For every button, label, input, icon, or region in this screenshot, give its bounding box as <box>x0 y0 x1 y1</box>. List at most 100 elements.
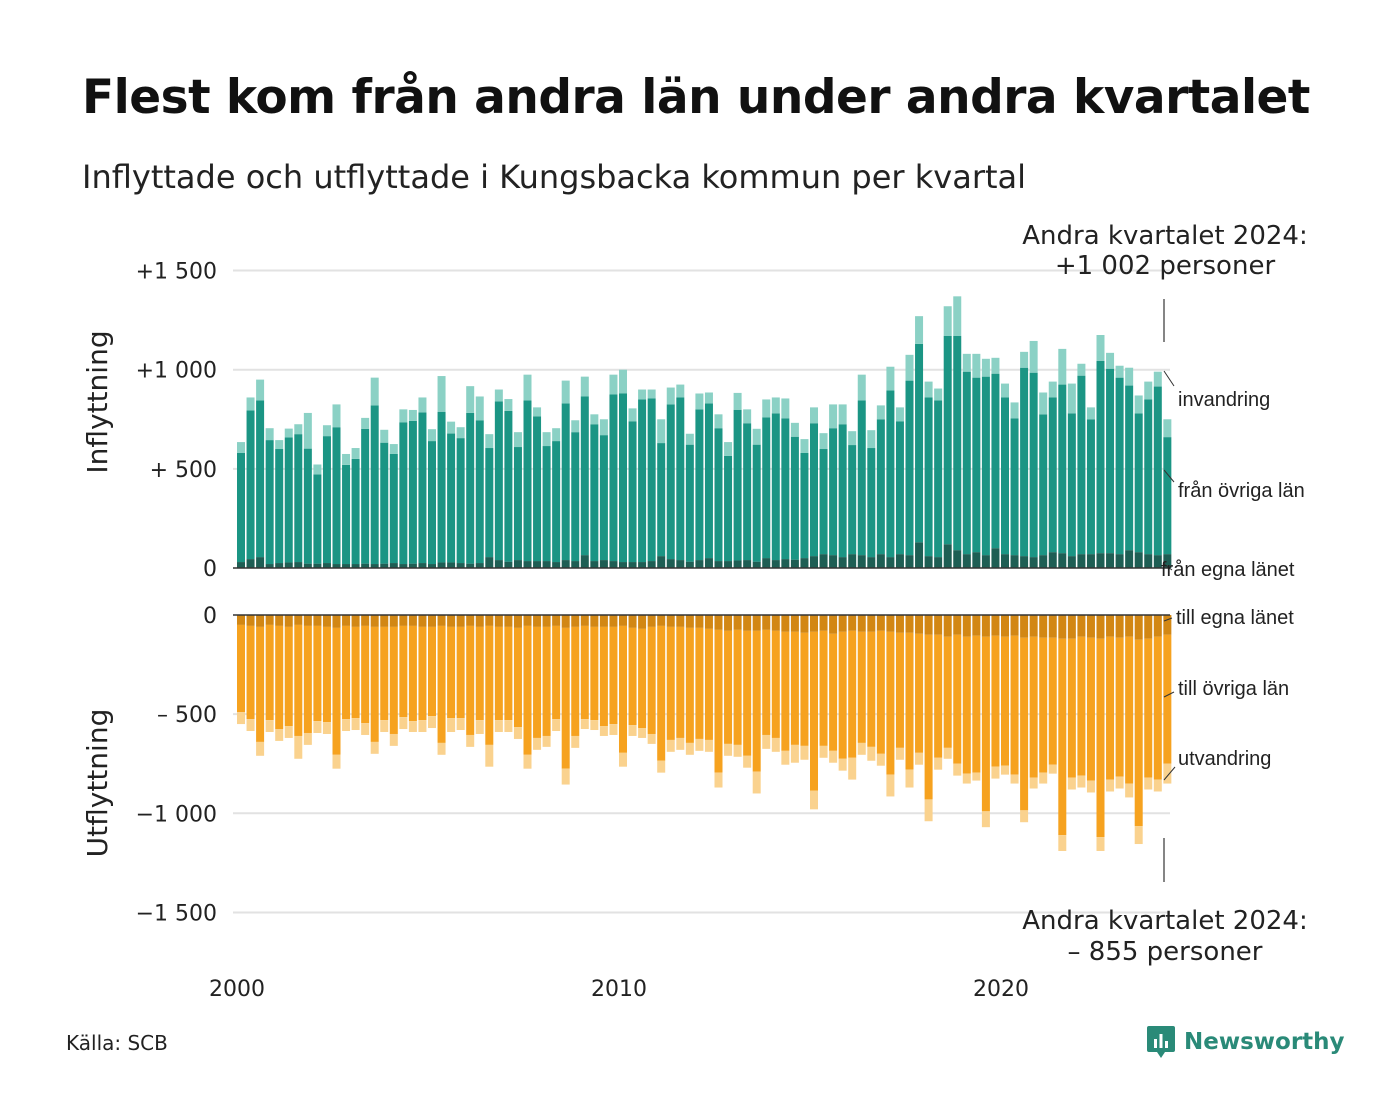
bar-in-other-counties <box>962 371 971 555</box>
bar-in-other-counties <box>342 464 351 565</box>
bar-out-other-counties <box>762 629 771 735</box>
bar-in-other-counties <box>771 413 780 561</box>
bar-in-other-counties <box>561 403 570 561</box>
bar-out-other-counties <box>981 636 990 812</box>
bar-out-other-counties <box>857 631 866 743</box>
bar-out-own-county <box>962 615 971 637</box>
bar-out-emigration <box>313 721 322 733</box>
bar-out-other-counties <box>418 626 427 721</box>
bar-out-emigration <box>246 719 255 732</box>
bar-in-immigration <box>437 376 446 412</box>
bar-out-own-county <box>246 615 255 626</box>
bar-in-own-county <box>294 562 303 568</box>
bar-in-immigration <box>389 444 398 454</box>
bar-in-own-county <box>370 564 379 568</box>
bar-in-immigration <box>762 399 771 418</box>
bar-in-own-county <box>332 564 341 568</box>
bar-out-emigration <box>1106 779 1115 792</box>
bar-out-emigration <box>991 766 1000 779</box>
bar-in-other-counties <box>934 400 943 558</box>
bar-out-own-county <box>704 615 713 629</box>
bar-out-own-county <box>1029 615 1038 637</box>
bar-in-own-county <box>1153 555 1162 568</box>
bar-in-other-counties <box>399 422 408 565</box>
bar-in-own-county <box>628 562 637 568</box>
bar-out-other-counties <box>628 627 637 726</box>
bar-in-other-counties <box>1058 384 1067 554</box>
bar-out-own-county <box>991 615 1000 636</box>
bar-out-other-counties <box>275 625 284 730</box>
bar-out-other-counties <box>1048 637 1057 765</box>
bar-out-other-counties <box>886 631 895 775</box>
bar-in-other-counties <box>456 438 465 564</box>
bar-out-other-counties <box>265 624 274 721</box>
bar-in-immigration <box>361 417 370 429</box>
bar-in-immigration <box>246 397 255 411</box>
bar-in-other-counties <box>294 434 303 563</box>
bar-out-own-county <box>781 615 790 632</box>
bar-out-own-county <box>867 615 876 632</box>
bar-out-own-county <box>905 615 914 633</box>
chart-title: Flest kom från andra län under andra kva… <box>82 70 1310 125</box>
bar-out-emigration <box>962 773 971 784</box>
bar-in-own-county <box>265 564 274 568</box>
bar-in-own-county <box>609 561 618 568</box>
bar-out-other-counties <box>1086 637 1095 781</box>
bar-out-own-county <box>657 615 666 626</box>
bar-in-own-county <box>399 564 408 568</box>
y-tick-label: −1 500 <box>136 901 217 926</box>
bar-in-other-counties <box>246 410 255 560</box>
bar-in-immigration <box>838 404 847 425</box>
bar-out-own-county <box>533 615 542 627</box>
bar-in-other-counties <box>1153 386 1162 556</box>
bar-out-emigration <box>485 744 494 767</box>
bar-out-emigration <box>256 741 265 756</box>
annotation-bottom-line2: – 855 personer <box>1068 937 1263 967</box>
bar-in-own-county <box>819 554 828 568</box>
bar-in-own-county <box>647 561 656 568</box>
bar-in-other-counties <box>876 419 885 555</box>
bar-in-other-counties <box>619 393 627 563</box>
bar-in-other-counties <box>1134 413 1143 553</box>
bar-out-emigration <box>1039 772 1048 784</box>
bar-out-emigration <box>790 744 799 763</box>
bar-in-immigration <box>1125 367 1134 386</box>
bar-out-own-county <box>972 615 981 636</box>
bar-out-other-counties <box>743 630 752 756</box>
bar-out-emigration <box>437 742 446 755</box>
bar-in-immigration <box>294 424 303 435</box>
bar-in-own-county <box>275 563 284 568</box>
bar-out-emigration <box>714 772 723 788</box>
bar-out-own-county <box>332 615 341 628</box>
bar-out-other-counties <box>246 625 255 720</box>
bar-out-other-counties <box>1134 639 1143 827</box>
bar-out-emigration <box>609 724 618 735</box>
bar-out-own-county <box>494 615 503 627</box>
bar-out-other-counties <box>428 626 436 717</box>
label-fran-ovriga-lan: från övriga län <box>1178 480 1305 502</box>
bar-in-immigration <box>790 422 799 437</box>
bar-out-other-counties <box>542 626 551 736</box>
bar-in-other-counties <box>666 404 675 560</box>
bar-in-other-counties <box>1020 367 1029 557</box>
bar-out-other-counties <box>599 626 608 727</box>
bar-out-own-county <box>1096 615 1105 639</box>
bar-in-own-county <box>342 564 351 568</box>
bar-out-other-counties <box>1115 637 1124 777</box>
bar-in-own-county <box>256 557 265 568</box>
bar-out-emigration <box>905 769 914 788</box>
bar-out-other-counties <box>895 632 904 748</box>
label-invandring: invandring <box>1178 389 1270 411</box>
bar-in-other-counties <box>953 335 962 551</box>
bar-out-own-county <box>265 615 274 625</box>
y-tick-label: +1 000 <box>136 359 217 384</box>
chart-subtitle: Inflyttade och utflyttade i Kungsbacka k… <box>82 158 1027 196</box>
bar-in-immigration <box>1115 365 1124 378</box>
bar-out-emigration <box>447 718 456 732</box>
bar-in-immigration <box>542 432 551 447</box>
bar-out-emigration <box>322 722 331 734</box>
bar-out-own-county <box>408 615 417 626</box>
brand-logo[interactable]: Newsworthy <box>1146 1024 1345 1060</box>
bar-out-own-county <box>370 615 379 627</box>
bar-in-own-county <box>246 559 255 568</box>
